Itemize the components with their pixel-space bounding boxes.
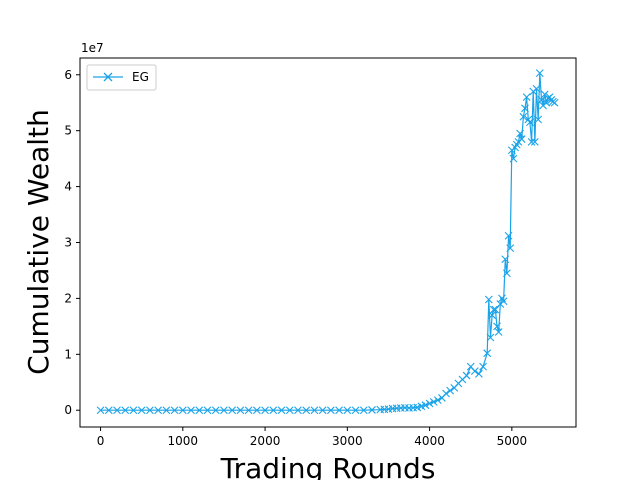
data-point-marker [121, 406, 130, 415]
data-point-marker [506, 244, 515, 252]
data-point-marker [535, 69, 544, 77]
data-point-marker [137, 406, 146, 415]
x-tick-label: 5000 [497, 434, 528, 448]
data-point-marker [252, 406, 261, 415]
y-tick-label: 5 [64, 124, 72, 138]
data-point-marker [244, 406, 253, 415]
x-tick-label: 4000 [414, 434, 445, 448]
data-point-marker [509, 154, 518, 163]
data-point-marker [442, 389, 450, 398]
data-point-marker [519, 112, 528, 121]
data-point-marker [537, 96, 546, 104]
x-axis-title: Trading Rounds [220, 452, 436, 480]
data-point-marker [335, 406, 343, 415]
data-point-marker [326, 406, 335, 415]
y-axis-title: Cumulative Wealth [22, 109, 55, 375]
data-point-marker [220, 406, 228, 415]
data-point-marker [421, 401, 430, 410]
data-point-marker [195, 406, 204, 415]
x-tick-label: 3000 [332, 434, 363, 448]
data-point-marker [104, 406, 113, 415]
legend-label: EG [132, 70, 149, 84]
y-tick-label: 1 [64, 347, 72, 361]
data-point-marker [162, 406, 171, 415]
y-axis-ticks: 0 1 2 3 4 5 6 [64, 68, 80, 417]
data-point-marker [211, 406, 220, 415]
data-point-marker [530, 137, 539, 146]
data-point-marker [433, 396, 442, 405]
x-tick-label: 0 [97, 434, 105, 448]
data-point-marker [228, 406, 237, 415]
data-point-marker [526, 118, 534, 127]
data-point-marker [302, 406, 311, 415]
data-point-marker [503, 269, 511, 278]
data-point-marker [516, 129, 524, 138]
data-point-marker [483, 349, 492, 358]
data-point-marker [170, 406, 179, 415]
data-point-marker [527, 137, 536, 146]
y-tick-label: 4 [64, 180, 72, 194]
data-point-marker [154, 406, 163, 415]
data-point-marker [542, 98, 551, 107]
data-point-marker [285, 406, 294, 415]
data-point-marker [318, 406, 327, 415]
data-point-marker [178, 406, 187, 415]
data-point-marker [310, 406, 319, 415]
data-point-marker [236, 406, 245, 415]
data-point-marker [550, 98, 559, 107]
data-point-marker [351, 406, 360, 415]
data-point-marker [343, 406, 352, 415]
data-point-marker [129, 406, 138, 415]
x-tick-label: 1000 [168, 434, 199, 448]
data-point-marker [494, 328, 503, 336]
data-point-marker [517, 135, 526, 143]
data-point-marker [475, 369, 483, 378]
data-point-marker [501, 255, 510, 264]
data-point-marker [269, 406, 278, 415]
data-point-marker [261, 406, 269, 415]
plot-frame [79, 57, 577, 428]
data-point-marker [359, 406, 368, 415]
data-point-marker [368, 406, 376, 414]
data-point-marker [489, 305, 498, 314]
data-point-marker [486, 333, 495, 342]
data-point-marker [493, 322, 501, 331]
data-point-marker [187, 406, 195, 415]
data-point-marker [504, 231, 513, 240]
x-tick-label: 2000 [250, 434, 281, 448]
data-point-marker [429, 397, 438, 406]
data-point-marker [484, 295, 493, 304]
data-point-marker [488, 311, 496, 320]
data-point-marker [470, 367, 479, 375]
y-tick-label: 6 [64, 68, 72, 82]
data-point-marker [146, 406, 154, 415]
legend-x-marker-icon [103, 72, 113, 82]
data-point-marker [479, 362, 487, 371]
data-point-marker [446, 386, 455, 395]
x-axis-ticks: 0 1000 2000 3000 4000 5000 [97, 427, 527, 448]
data-point-marker [425, 399, 434, 408]
data-point-marker [96, 406, 105, 415]
data-point-marker [532, 84, 541, 93]
y-tick-label: 2 [64, 291, 72, 305]
data-point-marker [522, 93, 531, 102]
y-offset-label: 1e7 [81, 41, 104, 55]
legend: EG [86, 64, 157, 91]
data-point-marker [462, 371, 471, 380]
y-tick-label: 0 [64, 403, 72, 417]
data-point-marker [499, 297, 508, 306]
data-point-marker [521, 104, 529, 113]
data-point-marker [203, 406, 212, 415]
y-tick-label: 3 [64, 236, 72, 250]
series-layer [96, 69, 559, 415]
data-point-marker [294, 406, 302, 415]
data-point-marker [113, 406, 121, 415]
data-point-marker [534, 115, 543, 124]
data-point-marker [277, 406, 286, 415]
